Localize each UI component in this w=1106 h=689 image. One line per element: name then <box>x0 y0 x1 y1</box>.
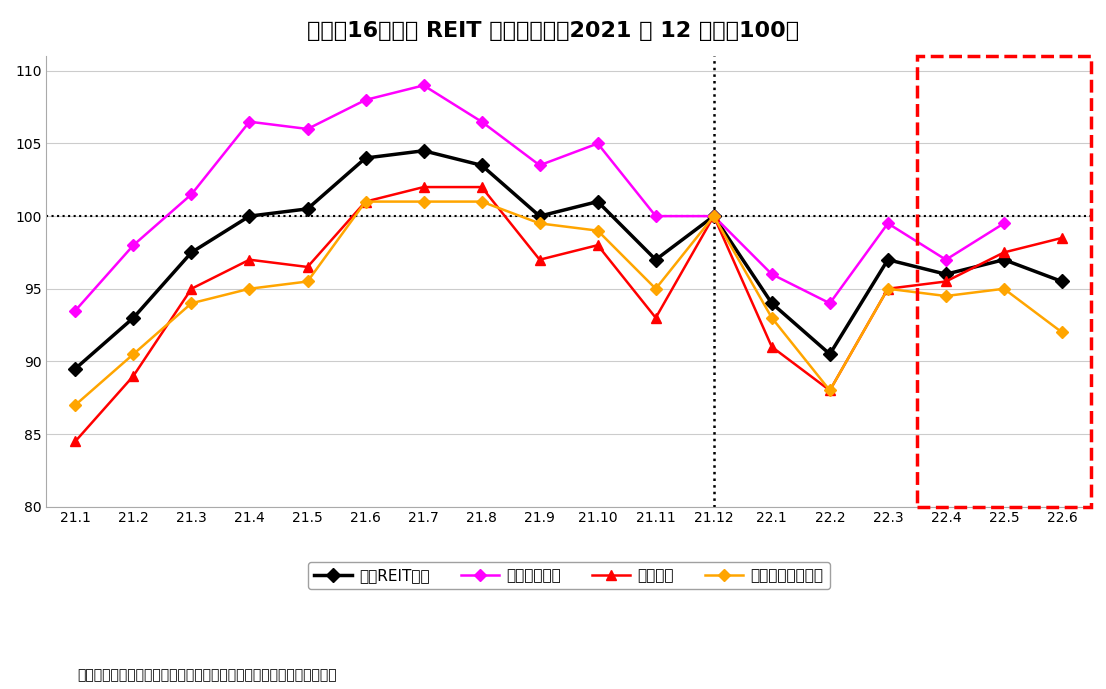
住宅指数 <box>823 387 836 395</box>
東証REIT指数 <box>765 299 779 307</box>
住宅指数 <box>649 313 662 322</box>
住宅指数 <box>69 437 82 445</box>
オフィス指数 <box>69 307 82 315</box>
オフィス指数 <box>765 270 779 278</box>
住宅指数 <box>359 198 373 206</box>
Line: 住宅指数: 住宅指数 <box>71 182 1067 446</box>
オフィス指数 <box>707 212 720 220</box>
商業・物流等指数 <box>1055 328 1068 336</box>
東証REIT指数 <box>823 350 836 358</box>
オフィス指数 <box>649 212 662 220</box>
商業・物流等指数 <box>417 198 430 206</box>
住宅指数 <box>1055 234 1068 242</box>
商業・物流等指数 <box>243 285 257 293</box>
商業・物流等指数 <box>301 278 314 286</box>
住宅指数 <box>939 278 952 286</box>
東証REIT指数 <box>474 161 488 169</box>
オフィス指数 <box>474 118 488 126</box>
商業・物流等指数 <box>185 299 198 307</box>
東証REIT指数 <box>649 256 662 264</box>
Line: オフィス指数: オフィス指数 <box>71 81 1008 315</box>
Line: 商業・物流等指数: 商業・物流等指数 <box>71 198 1066 409</box>
住宅指数 <box>707 212 720 220</box>
商業・物流等指数 <box>881 285 895 293</box>
東証REIT指数 <box>243 212 257 220</box>
Legend: 東証REIT指数, オフィス指数, 住宅指数, 商業・物流等指数: 東証REIT指数, オフィス指数, 住宅指数, 商業・物流等指数 <box>307 562 830 589</box>
東証REIT指数 <box>998 256 1011 264</box>
オフィス指数 <box>998 219 1011 227</box>
Bar <box>917 56 1091 506</box>
住宅指数 <box>591 241 604 249</box>
商業・物流等指数 <box>591 227 604 235</box>
住宅指数 <box>127 372 140 380</box>
商業・物流等指数 <box>998 285 1011 293</box>
東証REIT指数 <box>417 147 430 155</box>
オフィス指数 <box>359 96 373 104</box>
東証REIT指数 <box>533 212 546 220</box>
東証REIT指数 <box>185 248 198 256</box>
Text: （出所）東京証券取引所のデータをもとにニッセイ基礎研究所が作成: （出所）東京証券取引所のデータをもとにニッセイ基礎研究所が作成 <box>77 668 337 682</box>
オフィス指数 <box>243 118 257 126</box>
住宅指数 <box>301 263 314 271</box>
東証REIT指数 <box>881 256 895 264</box>
オフィス指数 <box>823 299 836 307</box>
住宅指数 <box>881 285 895 293</box>
オフィス指数 <box>417 81 430 90</box>
東証REIT指数 <box>1055 278 1068 286</box>
東証REIT指数 <box>301 205 314 213</box>
東証REIT指数 <box>69 364 82 373</box>
オフィス指数 <box>591 139 604 147</box>
Line: 東証REIT指数: 東証REIT指数 <box>71 146 1067 373</box>
オフィス指数 <box>533 161 546 169</box>
オフィス指数 <box>881 219 895 227</box>
住宅指数 <box>998 248 1011 256</box>
オフィス指数 <box>127 241 140 249</box>
商業・物流等指数 <box>649 285 662 293</box>
商業・物流等指数 <box>765 313 779 322</box>
商業・物流等指数 <box>707 212 720 220</box>
住宅指数 <box>243 256 257 264</box>
住宅指数 <box>533 256 546 264</box>
商業・物流等指数 <box>939 292 952 300</box>
オフィス指数 <box>939 256 952 264</box>
住宅指数 <box>765 342 779 351</box>
住宅指数 <box>185 285 198 293</box>
住宅指数 <box>474 183 488 192</box>
Text: 図表－16　東証 REIT 指数の推移（2021 年 12 月末＝100）: 図表－16 東証 REIT 指数の推移（2021 年 12 月末＝100） <box>307 21 799 41</box>
商業・物流等指数 <box>359 198 373 206</box>
東証REIT指数 <box>707 212 720 220</box>
商業・物流等指数 <box>533 219 546 227</box>
東証REIT指数 <box>591 198 604 206</box>
商業・物流等指数 <box>69 401 82 409</box>
商業・物流等指数 <box>127 350 140 358</box>
商業・物流等指数 <box>474 198 488 206</box>
オフィス指数 <box>185 190 198 198</box>
住宅指数 <box>417 183 430 192</box>
オフィス指数 <box>301 125 314 133</box>
東証REIT指数 <box>359 154 373 162</box>
商業・物流等指数 <box>823 387 836 395</box>
東証REIT指数 <box>939 270 952 278</box>
東証REIT指数 <box>127 313 140 322</box>
